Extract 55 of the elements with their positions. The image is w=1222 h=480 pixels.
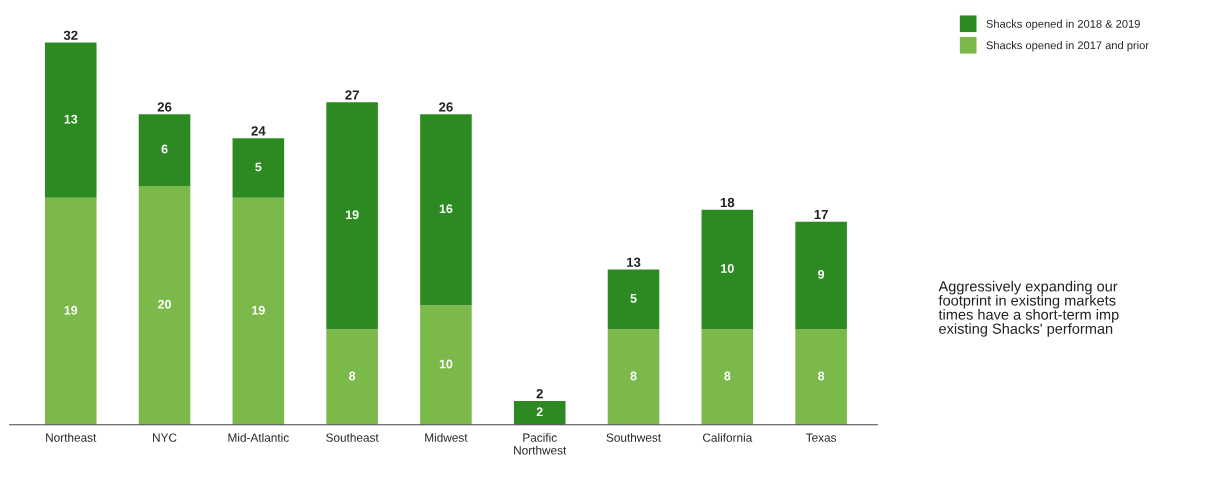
x-tick-label: Northeast (46, 433, 97, 442)
bar (607, 269, 660, 330)
total-label: 18 (720, 197, 735, 208)
bar (701, 209, 754, 330)
data-label: 16 (439, 204, 453, 214)
data-label: 8 (724, 371, 731, 381)
legend-label: Shacks opened in 2017 and prior (986, 41, 1149, 52)
bar (607, 329, 660, 425)
bar (420, 305, 472, 425)
data-label: 8 (630, 371, 637, 381)
x-tick-label: NYC (153, 433, 177, 442)
x-tick-label: Mid-Atlantic (228, 433, 289, 442)
data-label: 20 (158, 299, 171, 309)
data-label: 10 (439, 359, 453, 369)
data-label: 8 (818, 371, 825, 381)
total-label: 26 (439, 102, 453, 112)
data-label: 13 (64, 114, 78, 124)
data-label: 9 (818, 270, 825, 279)
x-tick-label: Midwest (425, 433, 468, 442)
data-label: 8 (349, 371, 356, 381)
text: Aggressively expanding our footprint in existing markets times have a short-term imp existing Shacks' performan (938, 280, 1119, 337)
total-label: 24 (251, 126, 266, 136)
bar (138, 114, 191, 186)
x-tick-label: Southwest (606, 433, 661, 442)
bar (232, 138, 285, 198)
data-label: 19 (252, 305, 265, 315)
data-label: 5 (255, 162, 262, 172)
data-label: 2 (536, 407, 543, 417)
bar (232, 197, 285, 425)
bar (420, 114, 472, 306)
bar (138, 185, 191, 425)
data-label: 10 (721, 264, 734, 273)
data-label: 6 (161, 144, 168, 154)
x-tick-label: Texas (805, 433, 837, 442)
data-label: 19 (64, 305, 78, 315)
bar (795, 329, 847, 425)
bar (44, 42, 97, 198)
x-tick-label: California (702, 433, 753, 442)
data-label: 5 (630, 294, 637, 303)
legend-label: Shacks opened in 2018 & 2019 (986, 19, 1140, 30)
total-label: 26 (157, 102, 172, 112)
bar (513, 400, 566, 425)
bar (795, 221, 847, 330)
total-label: 32 (63, 30, 78, 40)
bar (326, 102, 378, 330)
total-label: 13 (627, 257, 641, 267)
data-label: 19 (345, 210, 359, 220)
x-tick-label: Pacific Northwest (514, 433, 567, 455)
x-tick-label: Southeast (326, 433, 379, 442)
bar (44, 197, 97, 425)
bar (701, 329, 754, 425)
total-label: 17 (814, 209, 828, 220)
total-label: 27 (345, 90, 359, 100)
total-label: 2 (536, 388, 543, 399)
bar (326, 329, 378, 425)
